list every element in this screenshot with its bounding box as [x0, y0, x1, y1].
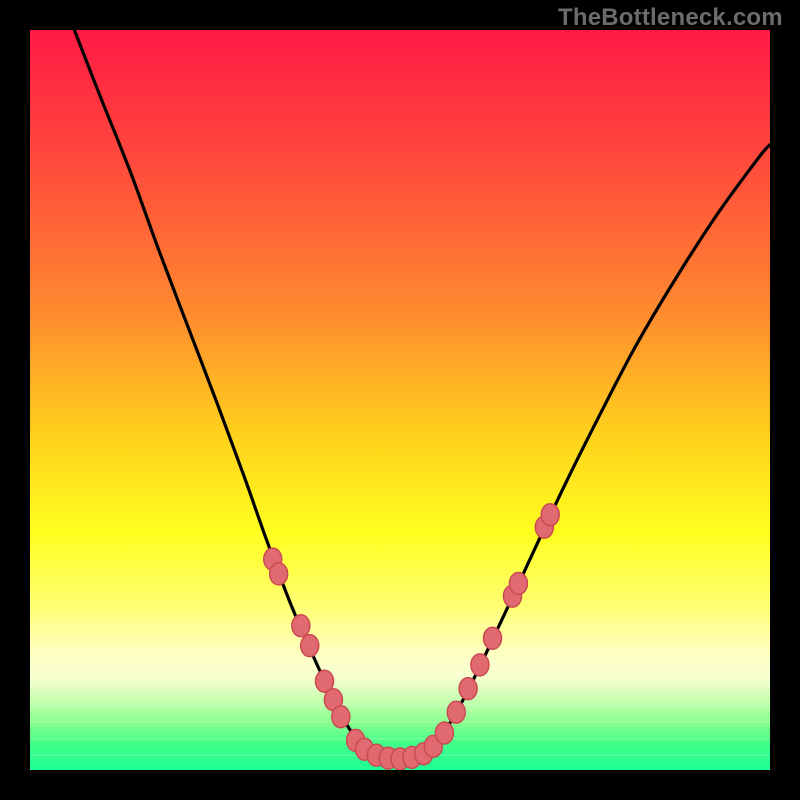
data-marker	[332, 706, 350, 728]
data-marker	[509, 573, 527, 595]
data-marker	[301, 635, 319, 657]
data-marker	[459, 678, 477, 700]
data-marker	[292, 615, 310, 637]
data-marker	[471, 654, 489, 676]
chart-stage: TheBottleneck.com	[0, 0, 800, 800]
plot-background	[30, 30, 770, 770]
data-marker	[435, 722, 453, 744]
watermark-text: TheBottleneck.com	[558, 4, 783, 32]
data-marker	[447, 701, 465, 723]
data-marker	[541, 504, 559, 526]
data-marker	[484, 627, 502, 649]
bottleneck-curve-chart	[0, 0, 800, 800]
data-marker	[270, 563, 288, 585]
